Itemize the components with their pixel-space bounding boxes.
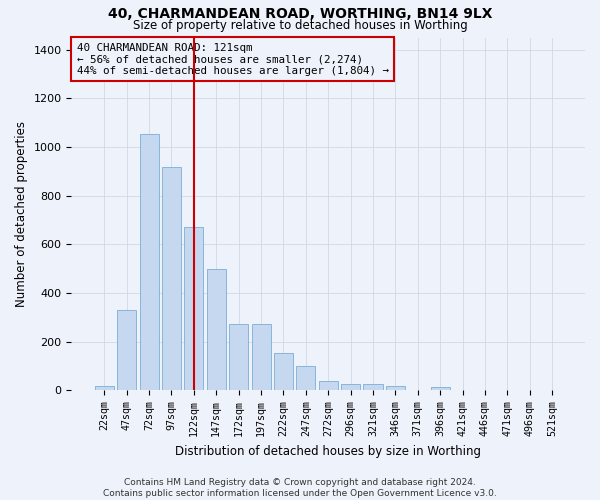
Bar [140,134,158,390]
Bar [184,228,203,390]
Bar [95,386,114,390]
Bar [207,268,226,390]
Text: 40 CHARMANDEAN ROAD: 121sqm
← 56% of detached houses are smaller (2,274)
44% of : 40 CHARMANDEAN ROAD: 121sqm ← 56% of det… [77,43,389,76]
Bar [274,352,293,391]
Bar [364,384,383,390]
Y-axis label: Number of detached properties: Number of detached properties [15,121,28,307]
Bar [296,366,316,390]
Bar [341,384,360,390]
X-axis label: Distribution of detached houses by size in Worthing: Distribution of detached houses by size … [175,444,481,458]
Bar [431,388,449,390]
Bar [251,324,271,390]
Text: Size of property relative to detached houses in Worthing: Size of property relative to detached ho… [133,18,467,32]
Bar [386,386,405,390]
Bar [319,381,338,390]
Text: 40, CHARMANDEAN ROAD, WORTHING, BN14 9LX: 40, CHARMANDEAN ROAD, WORTHING, BN14 9LX [108,8,492,22]
Bar [117,310,136,390]
Bar [229,324,248,390]
Bar [162,166,181,390]
Text: Contains HM Land Registry data © Crown copyright and database right 2024.
Contai: Contains HM Land Registry data © Crown c… [103,478,497,498]
